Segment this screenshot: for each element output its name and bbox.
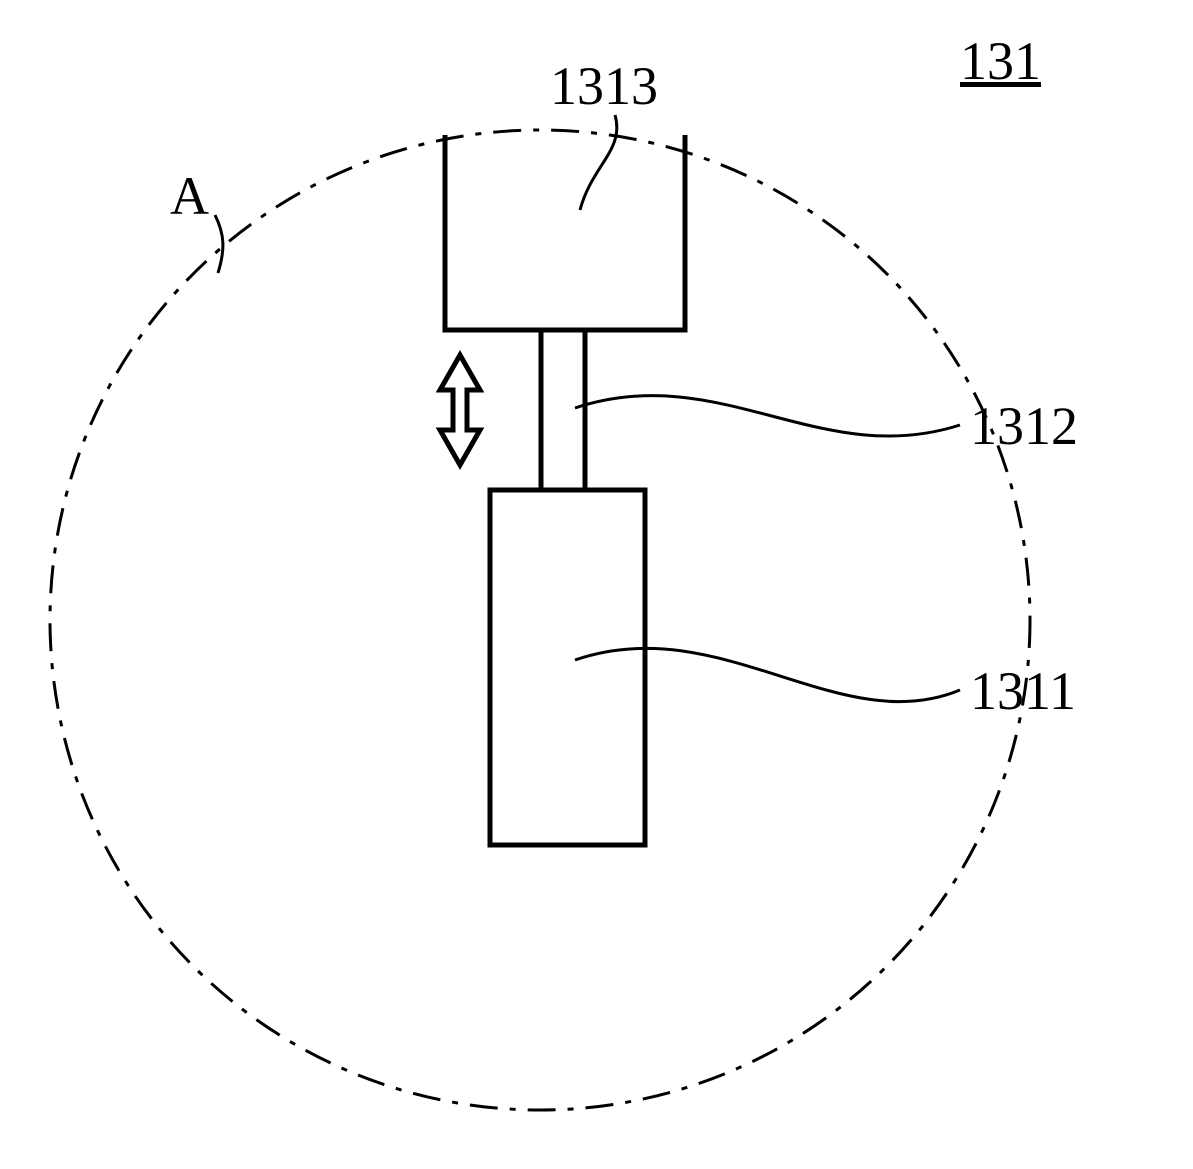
motion-arrow bbox=[440, 355, 480, 465]
leader-1313 bbox=[580, 115, 617, 210]
label-part-1313: 1313 bbox=[550, 55, 658, 117]
leader-a bbox=[215, 215, 223, 273]
label-part-1312: 1312 bbox=[970, 395, 1078, 457]
leader-1312 bbox=[575, 396, 960, 436]
leader-1311 bbox=[575, 648, 960, 701]
label-part-1311: 1311 bbox=[970, 660, 1076, 722]
label-assembly-131: 131 bbox=[960, 30, 1041, 92]
part-1313-cup bbox=[445, 135, 685, 330]
label-region-a: A bbox=[170, 165, 209, 227]
part-1311-body bbox=[490, 490, 645, 845]
region-circle-a bbox=[50, 130, 1030, 1110]
